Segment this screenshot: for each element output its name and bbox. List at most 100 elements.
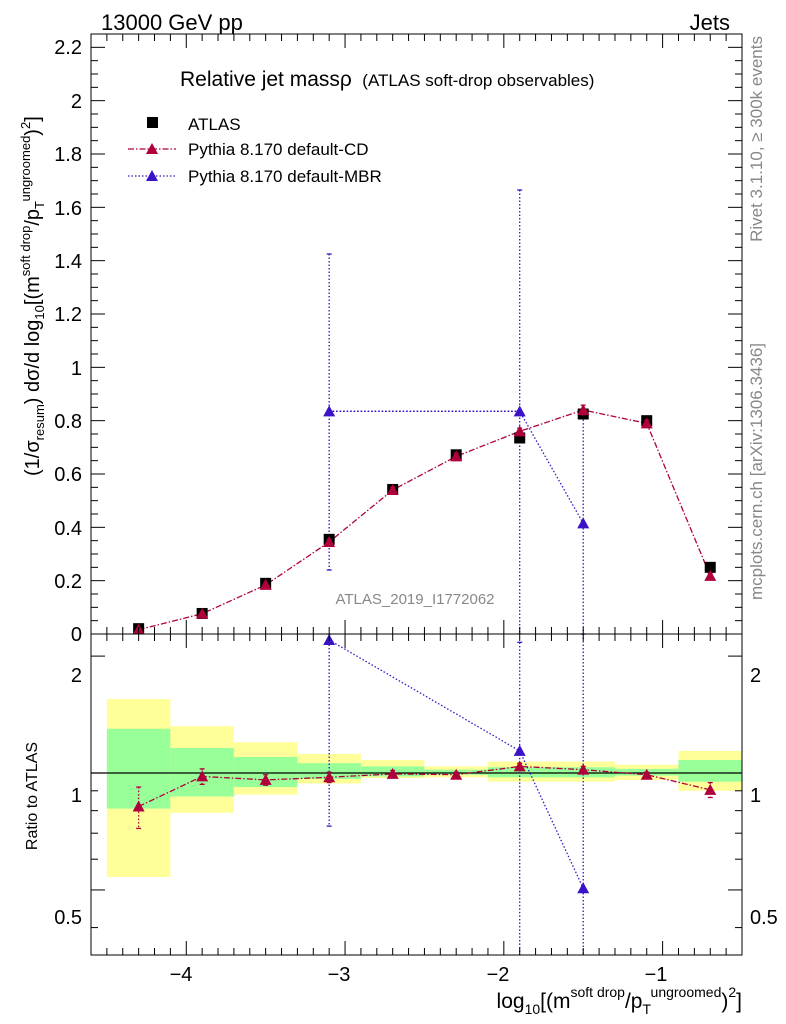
- y-label-sup: soft drop: [18, 226, 33, 277]
- y-label-sub: resum: [32, 404, 47, 440]
- main-y-tick-labels: 0 0.2 0.4 0.6 0.8 1 1.2 1.4 1.6 1.8 2 2.…: [54, 37, 82, 646]
- main-ytick-label: 1.2: [54, 304, 82, 326]
- y-label-part: /p: [22, 209, 44, 226]
- ratio-cd-point: [704, 783, 717, 795]
- x-label-sup: 2: [728, 984, 736, 1000]
- y-label-part: ) dσ/d log: [22, 320, 44, 405]
- legend-label-atlas: ATLAS: [188, 115, 241, 134]
- xtick-label: −2: [487, 964, 510, 986]
- cd-point: [450, 450, 463, 462]
- svg-text:(1/σresum) dσ/d log10[(msoft d: (1/σresum) dσ/d log10[(msoft drop/pTungr…: [18, 116, 47, 476]
- xtick-label: −4: [170, 964, 193, 986]
- x-label-part: log: [497, 990, 525, 1013]
- ratio-cd-point: [450, 768, 463, 780]
- y-label-part: ): [22, 129, 44, 136]
- x-label-sup: ungroomed: [651, 984, 722, 1000]
- cd-line: [138, 409, 711, 631]
- x-tick-labels: −4 −3 −2 −1: [170, 964, 668, 986]
- chart-subtitle: (ATLAS soft-drop observables): [362, 71, 594, 90]
- analysis-label: ATLAS_2019_I1772062: [335, 591, 494, 608]
- ratio-ytick-label: 1: [71, 785, 82, 807]
- ratio-frame: [90, 633, 743, 956]
- x-label-sub: T: [642, 1001, 651, 1017]
- main-ytick-label: 0.4: [54, 518, 82, 540]
- atlas-point: [514, 432, 526, 444]
- main-ytick-label: 1.6: [54, 198, 82, 220]
- cd-point: [640, 417, 653, 429]
- ratio-cd-point: [577, 763, 590, 775]
- cd-point: [386, 484, 399, 495]
- mbr-line: [329, 410, 584, 524]
- cd-point: [577, 404, 590, 415]
- main-ytick-label: 1.4: [54, 251, 82, 273]
- x-label-part: ]: [736, 990, 742, 1013]
- cd-point: [323, 536, 336, 547]
- chart-title-main: Relative jet massρ: [180, 68, 352, 91]
- ratio-cd-point: [323, 771, 336, 783]
- ratio-cd-point: [196, 770, 209, 782]
- ratio-ytick-label-right: 1: [750, 785, 761, 807]
- ratio-uncertainty-bands: [91, 699, 742, 877]
- main-plot-data: [133, 189, 717, 634]
- main-ytick-label: 1: [71, 358, 82, 380]
- y-label-part: (1/σ: [22, 440, 44, 476]
- main-ytick-label: 1.8: [54, 144, 82, 166]
- y-label-part: [(m: [22, 276, 44, 305]
- legend: ATLAS Pythia 8.170 default-CD Pythia 8.1…: [128, 115, 382, 186]
- ratio-ytick-label-right: 2: [750, 665, 761, 687]
- main-ytick-label: 2: [71, 91, 82, 113]
- legend-marker-mbr: [146, 170, 158, 181]
- rivet-label: Rivet 3.1.10, ≥ 300k events: [747, 36, 766, 242]
- mbr-point: [577, 517, 590, 529]
- header-left: 13000 GeV pp: [101, 10, 243, 35]
- main-y-axis-label: (1/σresum) dσ/d log10[(msoft drop/pTungr…: [18, 116, 47, 476]
- ratio-cd-line: [138, 765, 711, 808]
- chart-title: Relative jet massρ (ATLAS soft-drop obse…: [180, 68, 594, 91]
- legend-marker-cd: [146, 143, 158, 154]
- xtick-label: −3: [328, 964, 351, 986]
- main-ytick-label: 0.6: [54, 464, 82, 486]
- mcplots-label: mcplots.cern.ch [arXiv:1306.3436]: [747, 343, 766, 600]
- mbr-point: [513, 405, 526, 417]
- ratio-cd-point: [132, 800, 145, 812]
- atlas-point: [704, 561, 716, 573]
- cd-point: [513, 425, 526, 437]
- ratio-mbr-point: [577, 882, 590, 894]
- y-label-sup: 2: [18, 122, 33, 129]
- ratio-ytick-label: 0.5: [54, 907, 82, 929]
- ratio-cd-point: [386, 767, 399, 779]
- y-label-part: ]: [22, 116, 44, 122]
- x-label-part: /p: [625, 990, 643, 1013]
- ratio-y-tick-labels: 0.5 1 2 0.5 1 2: [54, 665, 778, 929]
- ratio-ytick-label-right: 0.5: [750, 907, 778, 929]
- cd-point: [196, 607, 209, 619]
- ratio-cd-point: [640, 768, 653, 780]
- legend-marker-atlas: [147, 117, 158, 128]
- x-axis-label: log10[(msoft drop/pTungroomed)2]: [497, 984, 742, 1017]
- ratio-ytick-label: 2: [71, 665, 82, 687]
- cd-point: [259, 578, 272, 590]
- ratio-y-axis-label: Ratio to ATLAS: [24, 742, 41, 850]
- legend-label-mbr: Pythia 8.170 default-MBR: [188, 167, 382, 186]
- y-label-sub: T: [32, 201, 47, 209]
- ratio-cd-point: [259, 773, 272, 785]
- ratio-mbr-point: [513, 744, 526, 756]
- x-label-part: [(m: [540, 990, 570, 1013]
- main-ytick-label: 0.2: [54, 571, 82, 593]
- axis-ticks: [90, 33, 743, 955]
- mbr-point: [323, 405, 336, 417]
- legend-label-cd: Pythia 8.170 default-CD: [188, 140, 369, 159]
- x-label-sub: 10: [525, 1001, 541, 1017]
- header-right: Jets: [690, 10, 730, 35]
- y-label-sub: 10: [32, 305, 47, 319]
- cd-point: [704, 569, 717, 581]
- xtick-label: −1: [645, 964, 668, 986]
- x-label-part: ): [721, 990, 728, 1013]
- svg-text:log10[(msoft drop/pTungroomed): log10[(msoft drop/pTungroomed)2]: [497, 984, 742, 1017]
- band-green: [678, 760, 742, 782]
- y-label-sup: ungroomed: [18, 136, 33, 202]
- main-ytick-label: 2.2: [54, 37, 82, 59]
- main-ytick-label: 0.8: [54, 411, 82, 433]
- x-label-sup: soft drop: [570, 984, 625, 1000]
